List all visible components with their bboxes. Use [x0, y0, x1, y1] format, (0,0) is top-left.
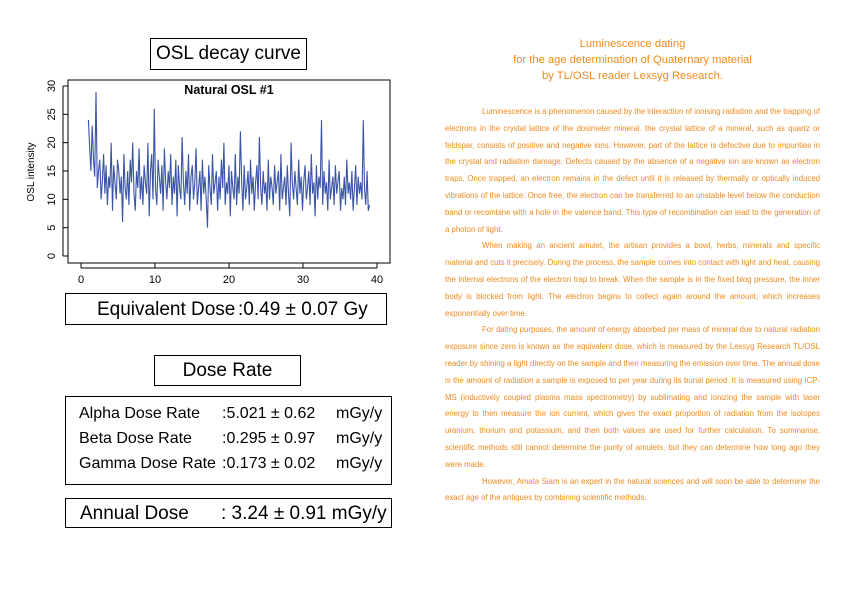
x-tick-label: 0 [78, 274, 84, 286]
y-tick-label: 20 [46, 137, 58, 149]
article-paragraph: When making an ancient amulet, the artis… [445, 241, 820, 318]
dose-rate-title-box: Dose Rate [154, 355, 301, 386]
y-tick-label: 5 [46, 225, 58, 231]
article-paragraph: However, Amata Siam is an expert in the … [445, 476, 820, 503]
annual-dose-box: Annual Dose : 3.24 ± 0.91 mGy/y [65, 498, 392, 528]
x-tick-label: 10 [149, 274, 161, 286]
alpha-dose-rate-value: :5.021 ± 0.62 [222, 405, 316, 422]
y-tick-label: 25 [46, 108, 58, 120]
equivalent-dose-value: :0.49 ± 0.07 Gy [238, 299, 368, 320]
y-tick-label: 0 [46, 253, 58, 259]
beta-dose-rate-label: Beta Dose Rate [79, 430, 192, 447]
gamma-dose-rate-value: :0.173 ± 0.02 [222, 455, 316, 472]
article-title-line: Luminescence dating [579, 38, 686, 50]
alpha-dose-rate-label: Alpha Dose Rate [79, 405, 200, 422]
article-paragraph: Luminescence is a phenomenon caused by t… [445, 107, 820, 234]
y-tick-label: 15 [46, 165, 58, 177]
osl-series-line [87, 91, 371, 228]
equivalent-dose-box: Equivalent Dose :0.49 ± 0.07 Gy [65, 293, 387, 325]
beta-dose-rate-row: Beta Dose Rate :0.295 ± 0.97 mGy/y [79, 430, 389, 452]
x-tick-label: 40 [371, 274, 383, 286]
dose-rate-title: Dose Rate [182, 359, 273, 381]
osl-panel-title: OSL decay curve [155, 43, 302, 64]
beta-dose-rate-value: :0.295 ± 0.97 [222, 430, 316, 447]
chart-title: Natural OSL #1 [184, 83, 273, 97]
gamma-dose-rate-row: Gamma Dose Rate :0.173 ± 0.02 mGy/y [79, 455, 389, 477]
osl-decay-chart: 0 10 20 30 40 0 5 10 15 20 25 30 OSL intensity Natura… [26, 79, 391, 286]
x-tick-label: 30 [297, 274, 309, 286]
article: Luminescence dating for the age determin… [445, 36, 820, 507]
article-paragraph: For dating purposes, the amount of energ… [445, 325, 820, 469]
article-title: Luminescence dating for the age determin… [445, 36, 820, 84]
alpha-dose-rate-row: Alpha Dose Rate :5.021 ± 0.62 mGy/y [79, 405, 389, 427]
article-title-line: for the age determination of Quaternary … [513, 54, 752, 66]
equivalent-dose-label: Equivalent Dose [97, 299, 236, 320]
osl-panel-title-box: OSL decay curve [150, 38, 307, 70]
article-title-line: by TL/OSL reader Lexsyg Research. [542, 70, 723, 82]
gamma-dose-rate-label: Gamma Dose Rate [79, 455, 216, 472]
annual-dose-value: : 3.24 ± 0.91 mGy/y [221, 503, 387, 524]
gamma-dose-rate-unit: mGy/y [336, 455, 383, 472]
y-tick-label: 30 [46, 80, 58, 92]
beta-dose-rate-unit: mGy/y [336, 430, 383, 447]
x-tick-label: 20 [223, 274, 235, 286]
alpha-dose-rate-unit: mGy/y [336, 405, 383, 422]
dose-rates-box: Alpha Dose Rate :5.021 ± 0.62 mGy/y Beta… [65, 396, 392, 485]
annual-dose-label: Annual Dose [80, 503, 189, 524]
y-axis-label: OSL intensity [26, 142, 37, 201]
y-tick-label: 10 [46, 193, 58, 205]
